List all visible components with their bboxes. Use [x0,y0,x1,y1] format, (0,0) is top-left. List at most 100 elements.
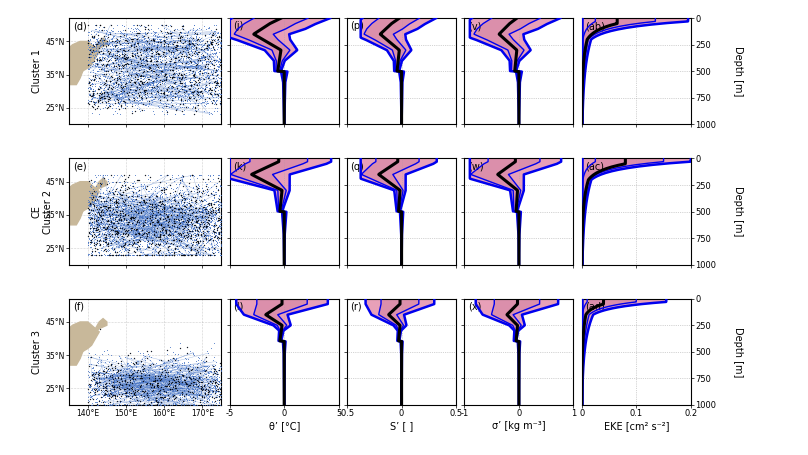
Point [179,223,192,231]
Point [99,359,112,366]
Point [170,212,183,219]
Point [172,379,185,387]
Point [87,93,100,101]
Point [142,219,155,227]
Point [149,232,162,239]
Point [210,46,223,53]
Point [127,251,140,258]
Point [166,87,179,94]
Point [84,201,97,208]
Point [97,212,110,219]
Point [214,217,227,224]
Point [212,94,225,101]
Point [102,93,115,101]
Point [199,58,212,66]
Point [99,211,112,218]
Point [208,368,221,375]
Point [110,41,123,48]
Point [145,398,158,405]
Point [100,235,113,242]
Point [145,353,158,360]
Point [88,371,101,378]
Point [140,229,153,237]
Point [196,92,209,99]
Point [125,76,138,84]
Point [157,89,170,96]
Point [158,111,170,118]
Point [121,248,134,255]
Point [180,236,193,243]
Polygon shape [91,318,107,335]
Point [162,30,175,37]
Point [163,39,176,46]
Point [148,90,161,97]
Point [157,396,170,404]
Point [174,86,187,93]
Point [111,226,124,233]
Point [151,88,164,95]
Point [160,239,173,247]
Point [110,241,123,248]
Point [154,55,166,62]
Point [196,206,209,213]
Point [90,238,103,245]
Point [170,82,183,89]
Point [193,35,206,43]
Point [103,366,116,374]
Point [166,240,179,248]
Point [137,366,149,373]
Point [199,390,212,398]
Point [143,46,156,53]
Point [146,222,159,230]
Point [170,41,183,49]
Point [84,183,97,190]
Point [150,381,163,388]
Point [170,361,183,368]
Point [120,389,133,396]
Point [106,178,119,186]
Point [92,226,105,233]
Point [134,209,147,217]
Point [114,32,127,40]
Point [145,86,158,94]
Point [90,217,103,224]
Point [158,197,170,204]
Point [96,61,109,68]
Point [165,94,178,101]
Point [87,47,100,55]
Point [88,366,101,373]
Point [86,92,99,100]
Point [86,225,99,233]
Point [158,40,170,48]
Point [214,218,227,225]
Point [175,199,188,207]
Point [125,107,138,114]
Point [130,212,143,220]
Point [183,393,196,400]
Point [108,41,121,49]
Point [105,69,118,76]
Point [195,98,208,106]
Point [110,401,123,409]
Point [92,237,105,244]
Point [130,70,143,77]
Point [188,70,201,77]
Point [196,188,209,195]
Point [214,201,227,208]
Point [82,373,95,380]
Point [191,36,204,43]
Point [113,40,126,48]
Point [137,219,149,226]
Point [191,185,204,192]
Point [176,23,189,30]
Point [119,375,132,382]
Point [161,211,174,218]
Point [134,60,147,67]
Point [139,216,152,223]
Point [179,365,191,373]
Point [183,375,196,382]
Point [166,231,179,238]
Point [86,229,99,236]
Point [190,401,203,409]
Point [104,369,117,377]
